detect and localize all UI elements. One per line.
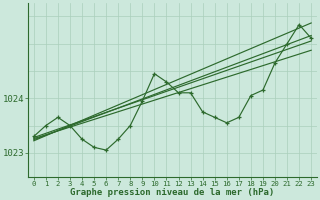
X-axis label: Graphe pression niveau de la mer (hPa): Graphe pression niveau de la mer (hPa) <box>70 188 275 197</box>
